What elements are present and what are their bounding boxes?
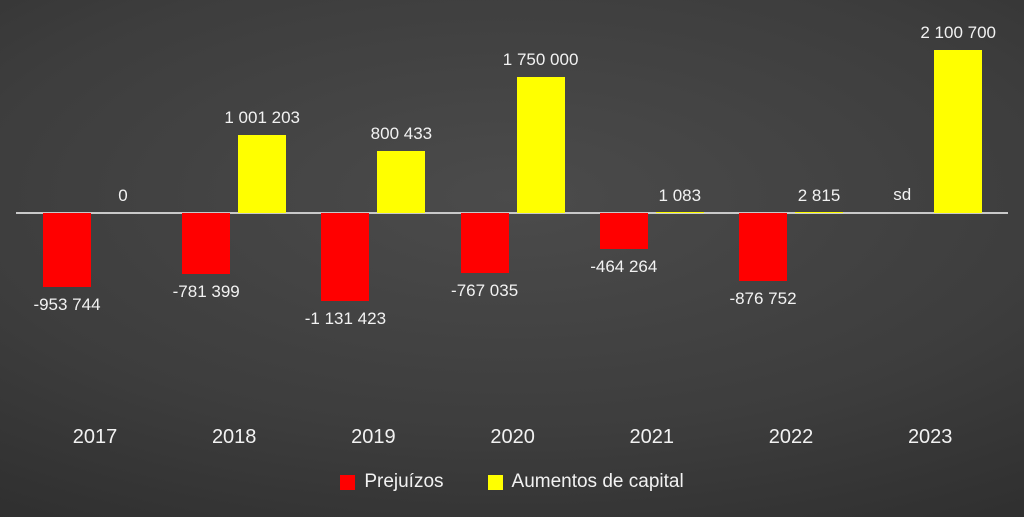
x-axis-label-2023: 2023 [907,426,953,448]
legend-label-aumentos: Aumentos de capital [511,471,684,492]
bar-label-aumentos-2019: 800 433 [370,123,433,143]
x-axis-label-2018: 2018 [211,426,257,448]
bar-aumentos-2021 [655,212,704,213]
bar-prejuizos-2018 [182,213,231,274]
x-axis-label-2017: 2017 [72,426,118,448]
legend-item-prejuizos: Prejuízos [340,471,444,493]
bar-label-aumentos-2021: 1 083 [658,185,702,205]
bar-label-prejuizos-2020: -767 035 [451,280,519,300]
legend: Prejuízos Aumentos de capital [0,471,1024,493]
bar-label-prejuizos-2018: -781 399 [172,281,240,301]
x-axis-label-2019: 2019 [351,426,396,448]
bar-prejuizos-2017 [43,213,91,287]
bar-label-prejuizos-2022: -876 752 [729,289,797,309]
bar-label-aumentos-2022: 2 815 [797,185,841,205]
bar-aumentos-2022 [795,212,843,213]
bar-label-aumentos-2018: 1 001 203 [224,108,301,128]
bar-prejuizos-2019 [321,213,370,301]
legend-swatch-yellow [487,474,503,490]
bar-aumentos-2023 [934,50,983,213]
bar-label-aumentos-2023: 2 100 700 [920,23,997,42]
bar-label-aumentos-2017: 0 [118,186,128,205]
legend-label-prejuizos: Prejuízos [364,471,444,492]
x-axis-label-2020: 2020 [490,426,535,448]
x-axis-line [16,212,1008,214]
x-axis-label-2021: 2021 [629,426,675,448]
bar-prejuizos-2022 [739,213,787,282]
bar-label-prejuizos-2019: -1 131 423 [304,308,387,328]
bar-prejuizos-2021 [599,213,648,250]
bar-label-aumentos-2020: 1 750 000 [502,50,579,70]
bar-prejuizos-2020 [460,213,509,273]
legend-item-aumentos: Aumentos de capital [487,471,684,493]
bar-label-prejuizos-2023: sd [893,185,912,204]
bar-aumentos-2019 [377,150,426,213]
bar-label-prejuizos-2021: -464 264 [590,257,658,277]
legend-swatch-red [340,474,356,490]
bar-label-prejuizos-2017: -953 744 [33,295,101,314]
x-axis-label-2022: 2022 [768,426,814,448]
bar-aumentos-2020 [516,77,565,213]
bar-aumentos-2018 [238,135,287,213]
